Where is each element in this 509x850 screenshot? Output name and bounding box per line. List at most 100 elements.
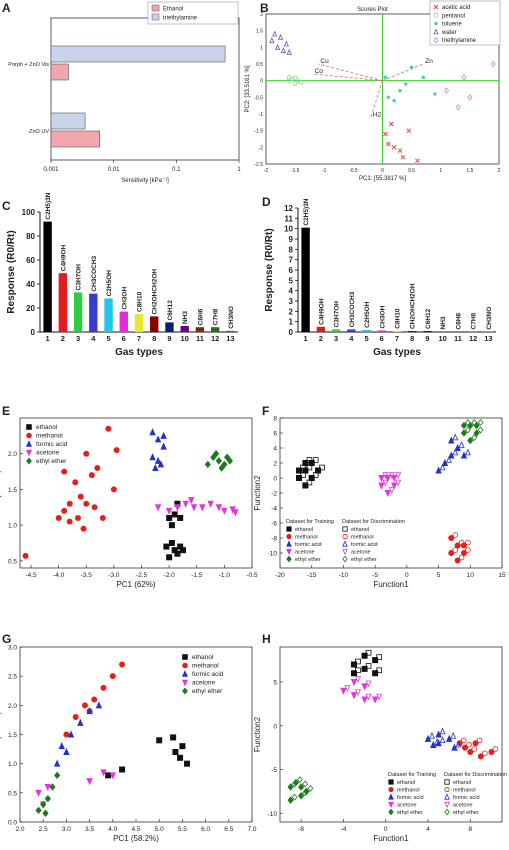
panel-e-point: [224, 453, 231, 462]
panel-b-point: [269, 37, 275, 44]
panel-h-series-formic-acid: [424, 727, 462, 751]
panel-e-x-tick-label: -3.0: [108, 572, 120, 579]
panel-b-x-tick-label: 1: [439, 168, 442, 174]
panel-d-bar: [468, 331, 478, 332]
panel-f-point-discrimination: [388, 487, 395, 494]
panel-e-legend-marker: [26, 432, 32, 439]
panel-a-bar-ethanol: [50, 130, 101, 148]
panel-b-title: Scores Plot: [357, 7, 388, 13]
panel-g-legend-label: methanol: [192, 663, 219, 670]
panel-d-x-tick-label: 4: [349, 334, 354, 343]
panel-b-point: [406, 128, 412, 134]
panel-e-x-tick-label: -2.5: [136, 572, 148, 579]
panel-g-legend-marker: [182, 662, 188, 669]
panel-f-point-discrimination: [445, 456, 452, 463]
panel-c-x-label: Gas types: [115, 347, 163, 358]
panel-g-point: [184, 760, 191, 767]
panel-h-y-tick-label: -5: [271, 767, 277, 774]
panel-h-point: [350, 692, 358, 700]
panel-f-point-discrimination: [465, 547, 471, 553]
panel-e-x-label: PC1 (62%): [116, 580, 155, 589]
panel-f-point-discrimination: [465, 426, 471, 434]
panel-d-bar: [392, 330, 402, 332]
panel-c-y-tick-label: 40: [26, 280, 35, 289]
panel-e-legend-label: ethyl ether: [36, 458, 67, 465]
panel-f-legend-label-discrimination: ethyl ether: [351, 557, 377, 563]
panel-c-x-tick-label: 2: [61, 334, 65, 343]
panel-b-y-tick-label: -1.5: [254, 129, 263, 135]
panel-e-point: [80, 525, 87, 532]
panel-f-legend-marker-hollow: [342, 548, 348, 556]
panel-f-y-tick-label: -2: [271, 491, 277, 498]
panel-d-bar-label: C2H5)3N: [303, 198, 310, 225]
panel-h-point: [372, 657, 379, 664]
panel-c-x-tick-label: 10: [181, 334, 189, 343]
panel-b-y-tick-label: 1.5: [256, 29, 263, 35]
panel-c-bar: [210, 327, 220, 332]
panel-f-point-discrimination: [439, 463, 446, 471]
panel-b-loading-label: Cu: [320, 58, 329, 65]
panel-g-x-tick-label: 5.5: [178, 826, 187, 833]
panel-e-point: [75, 515, 82, 522]
panel-f-point: [460, 550, 467, 557]
panel-b-point: [397, 88, 402, 93]
panel-e-legend: [25, 424, 33, 465]
panel-d-bar-label: C6H12: [425, 308, 432, 329]
panel-b-legend-label: triethylamine: [442, 38, 477, 44]
panel-b-legend-label: water: [441, 30, 457, 36]
panel-b-series-acetic-acid: [383, 121, 420, 164]
panel-f-y-tick-label: -8: [271, 536, 277, 543]
panel-letter-f: F: [262, 404, 269, 418]
panel-b-point: [292, 80, 298, 86]
panel-e-y-tick-label: 1.5: [8, 487, 17, 494]
panel-h-point: [372, 670, 379, 677]
panel-d-x-tick-label: 10: [439, 334, 447, 343]
panel-c-x-tick-label: 13: [226, 334, 234, 343]
panel-b-point: [461, 74, 467, 81]
panel-f-legend-label: ethyl ether: [295, 557, 321, 563]
panel-f-x-label: Function1: [373, 580, 409, 589]
panel-b-point: [286, 78, 292, 84]
panel-h-legend-marker-hollow: [444, 793, 450, 800]
panel-g-legend-marker: [182, 687, 188, 695]
panel-f-point: [384, 474, 392, 483]
panel-c-bar: [134, 314, 144, 332]
panel-e-legend-marker: [25, 440, 33, 447]
panel-d-bar: [316, 326, 326, 332]
panel-f-legend-label: formic acid: [295, 542, 322, 548]
panel-c-bar: [119, 311, 128, 332]
panel-f-series-ethanol: [296, 457, 325, 489]
panel-c-x-tick-label: 9: [167, 334, 171, 343]
panel-b-point: [421, 75, 426, 80]
panel-e-point: [177, 515, 184, 522]
panel-b-x-tick-label: 0.5: [408, 168, 415, 174]
panel-h-point-discrimination: [365, 680, 372, 688]
panel-e-point: [72, 479, 79, 486]
panel-e-point: [166, 515, 173, 522]
panel-d-bar-label: CH3NO: [486, 307, 493, 330]
panel-d-y-tick-label: 7: [289, 256, 294, 265]
panel-f-point: [315, 467, 322, 474]
panel-f-legend-label-discrimination: formic acid: [351, 542, 378, 548]
panel-b-point: [444, 87, 450, 94]
panel-e-point: [55, 515, 62, 522]
panel-h-legend-marker-hollow: [444, 808, 450, 816]
panel-g-point: [170, 734, 177, 741]
panel-b-point: [298, 79, 304, 85]
panel-c-bar-label: CH3COCH3: [91, 255, 98, 291]
panel-g-x-tick-label: 7.0: [247, 826, 256, 833]
panel-e-point: [61, 468, 68, 475]
panel-f-y-tick-label: 0: [273, 476, 277, 483]
panel-d-x-tick-label: 11: [454, 334, 462, 343]
panel-h-point-discrimination: [471, 746, 478, 752]
panel-e-point: [168, 540, 175, 547]
panel-g-point: [44, 794, 51, 803]
panel-e-point: [210, 453, 217, 462]
panel-a-bar-triethylamine: [50, 45, 226, 63]
panel-c-x-tick-label: 4: [91, 334, 96, 343]
panel-e-point: [226, 457, 234, 465]
panel-h-series-ethanol: [350, 649, 382, 677]
panel-b-point: [283, 40, 290, 47]
panel-e-series-ethyl-ether: [204, 449, 234, 472]
panel-f-point: [384, 489, 392, 498]
